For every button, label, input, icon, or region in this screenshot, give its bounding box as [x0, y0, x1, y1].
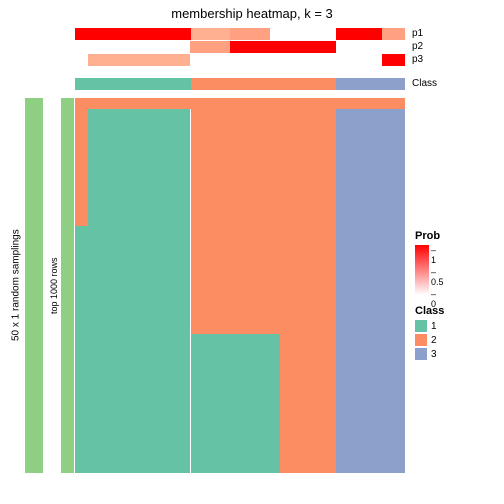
anno-label-p3: p3: [412, 54, 423, 65]
prob-gradient: – 1– 0.5– 0: [415, 245, 429, 295]
left-annotation: 50 x 1 random samplings top 1000 rows: [7, 98, 74, 473]
class-legend-item: 1: [415, 320, 444, 332]
left-col-1: [25, 98, 43, 473]
left-label-outer: 50 x 1 random samplings: [7, 98, 25, 473]
class-legend-title: Class: [415, 305, 444, 317]
chart-title: membership heatmap, k = 3: [0, 0, 504, 21]
left-label-inner: top 1000 rows: [47, 98, 61, 473]
left-col-2: [61, 98, 74, 473]
class-legend-item: 2: [415, 334, 444, 346]
anno-label-p2: p2: [412, 41, 423, 52]
prob-legend-title: Prob: [415, 230, 444, 242]
class-legend-item: 3: [415, 348, 444, 360]
heatmap-body: [75, 98, 405, 473]
top-annotation: [75, 28, 405, 67]
class-annotation-row: [75, 78, 405, 90]
legend: Prob – 1– 0.5– 0 Class 1 2 3: [415, 230, 444, 362]
anno-label-p1: p1: [412, 28, 423, 39]
class-row-label: Class: [412, 78, 437, 89]
